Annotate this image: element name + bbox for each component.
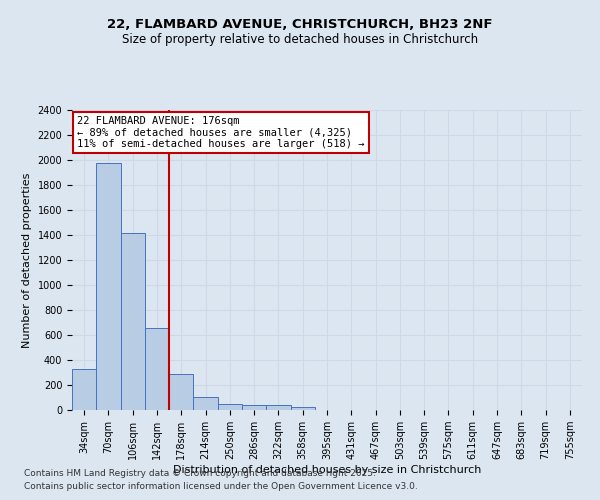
- X-axis label: Distribution of detached houses by size in Christchurch: Distribution of detached houses by size …: [173, 465, 481, 475]
- Bar: [121, 232, 145, 410]
- Bar: [145, 328, 169, 410]
- Bar: [193, 397, 218, 410]
- Bar: [96, 162, 121, 410]
- Bar: [266, 405, 290, 410]
- Bar: [169, 374, 193, 410]
- Text: 22, FLAMBARD AVENUE, CHRISTCHURCH, BH23 2NF: 22, FLAMBARD AVENUE, CHRISTCHURCH, BH23 …: [107, 18, 493, 30]
- Bar: [290, 407, 315, 410]
- Y-axis label: Number of detached properties: Number of detached properties: [22, 172, 32, 348]
- Text: Size of property relative to detached houses in Christchurch: Size of property relative to detached ho…: [122, 32, 478, 46]
- Bar: [242, 405, 266, 410]
- Text: Contains HM Land Registry data © Crown copyright and database right 2025.: Contains HM Land Registry data © Crown c…: [24, 468, 376, 477]
- Text: Contains public sector information licensed under the Open Government Licence v3: Contains public sector information licen…: [24, 482, 418, 491]
- Bar: [72, 370, 96, 410]
- Text: 22 FLAMBARD AVENUE: 176sqm
← 89% of detached houses are smaller (4,325)
11% of s: 22 FLAMBARD AVENUE: 176sqm ← 89% of deta…: [77, 116, 365, 149]
- Bar: [218, 404, 242, 410]
